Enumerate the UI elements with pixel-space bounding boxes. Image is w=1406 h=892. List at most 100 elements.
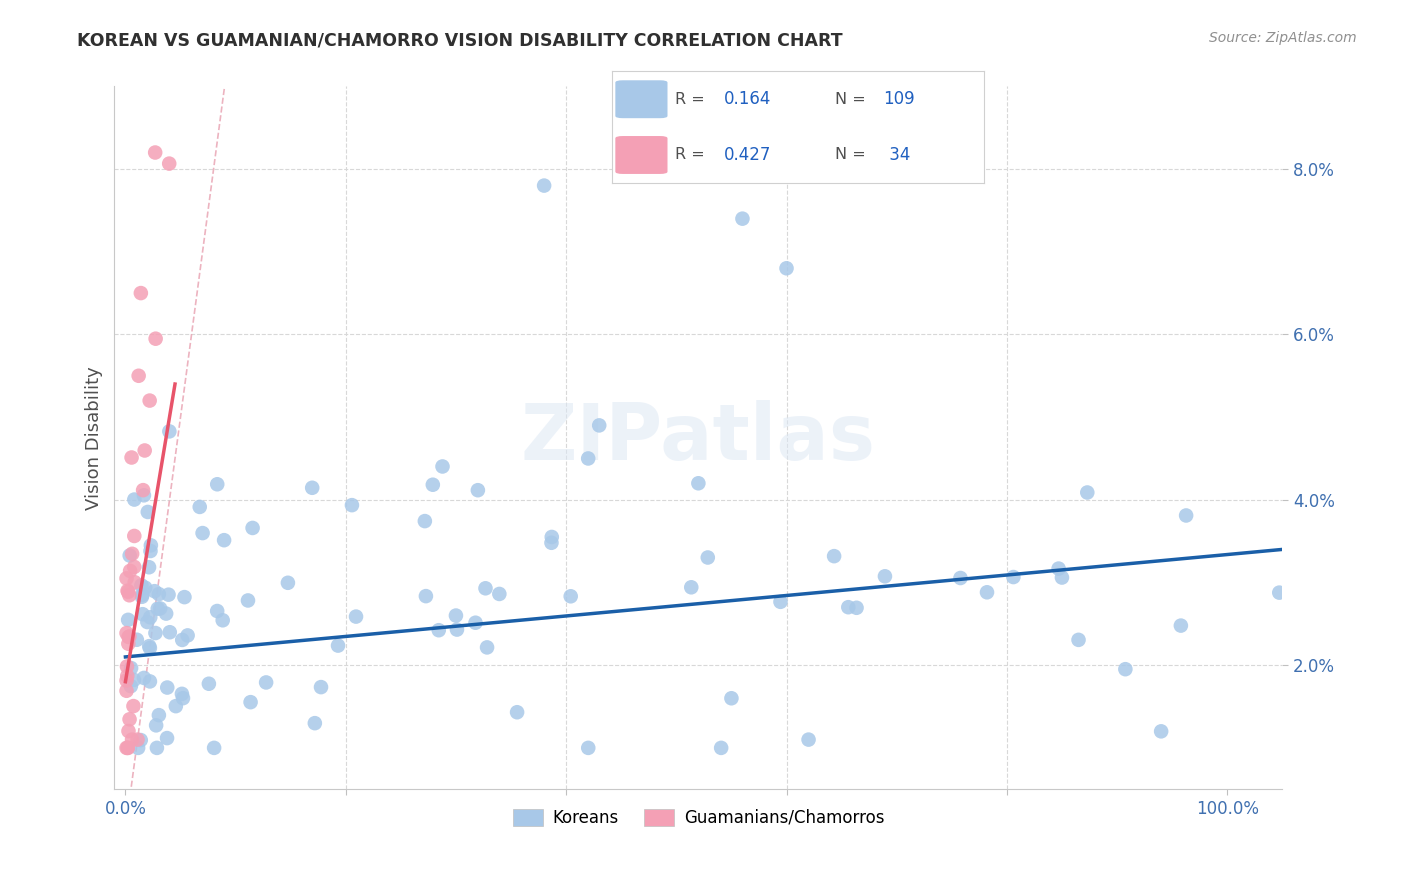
Text: Source: ZipAtlas.com: Source: ZipAtlas.com [1209, 31, 1357, 45]
Point [172, 632, 194, 647]
Point [117, 740, 139, 755]
Point [115, 659, 138, 673]
Point [949, 571, 972, 585]
Point [132, 483, 155, 497]
Point [254, 675, 277, 690]
Point [976, 585, 998, 599]
Point [156, 731, 179, 745]
Point [823, 549, 845, 563]
Point [488, 587, 510, 601]
Point [117, 585, 139, 599]
Point [125, 632, 148, 647]
Point [118, 712, 141, 726]
Point [118, 630, 141, 644]
Point [446, 623, 468, 637]
Point [145, 626, 167, 640]
Point [127, 740, 149, 755]
Text: N =: N = [835, 147, 872, 162]
Point [136, 615, 159, 629]
Point [173, 590, 195, 604]
Point [576, 451, 599, 466]
Point [139, 610, 162, 624]
Point [122, 673, 145, 687]
Point [121, 547, 143, 561]
Point [172, 691, 194, 706]
Point [188, 500, 211, 514]
Point [239, 695, 262, 709]
Point [117, 724, 139, 739]
Point [124, 492, 146, 507]
Point [309, 680, 332, 694]
Point [139, 538, 162, 552]
Point [145, 332, 167, 346]
Point [117, 583, 139, 598]
FancyBboxPatch shape [616, 136, 668, 174]
Point [1002, 570, 1025, 584]
Point [157, 425, 180, 439]
Point [138, 393, 160, 408]
Point [122, 699, 145, 714]
Y-axis label: Vision Disability: Vision Disability [86, 366, 103, 509]
Text: 109: 109 [883, 90, 915, 108]
Point [326, 639, 349, 653]
Point [155, 607, 177, 621]
Text: 0.164: 0.164 [723, 90, 770, 108]
Point [145, 718, 167, 732]
Point [797, 732, 820, 747]
Point [118, 588, 141, 602]
Point [117, 740, 139, 755]
Point [146, 740, 169, 755]
Point [143, 145, 166, 160]
Point [236, 593, 259, 607]
Point [1050, 570, 1073, 584]
Legend: Koreans, Guamanians/Chamorros: Koreans, Guamanians/Chamorros [506, 802, 891, 834]
Point [134, 443, 156, 458]
Point [344, 609, 367, 624]
Point [138, 560, 160, 574]
Point [681, 580, 703, 594]
Point [576, 740, 599, 755]
Point [845, 600, 868, 615]
Point [122, 560, 145, 574]
Point [211, 613, 233, 627]
Point [115, 673, 138, 688]
Point [731, 211, 754, 226]
Point [467, 483, 489, 498]
Point [301, 481, 323, 495]
Point [132, 488, 155, 502]
Point [588, 418, 610, 433]
Point [769, 595, 792, 609]
Point [131, 590, 153, 604]
Point [340, 498, 363, 512]
Point [304, 716, 326, 731]
Point [1175, 508, 1198, 523]
Point [115, 626, 138, 640]
Point [136, 505, 159, 519]
Point [120, 679, 142, 693]
Text: KOREAN VS GUAMANIAN/CHAMORRO VISION DISABILITY CORRELATION CHART: KOREAN VS GUAMANIAN/CHAMORRO VISION DISA… [77, 31, 844, 49]
Point [115, 571, 138, 585]
Point [1076, 485, 1098, 500]
Point [475, 640, 498, 655]
Point [560, 589, 582, 603]
Point [207, 477, 229, 491]
Point [1067, 632, 1090, 647]
FancyBboxPatch shape [616, 80, 668, 119]
Text: R =: R = [675, 92, 710, 107]
Point [159, 625, 181, 640]
Point [170, 687, 193, 701]
Point [1170, 618, 1192, 632]
Point [127, 732, 149, 747]
Point [242, 521, 264, 535]
Point [124, 529, 146, 543]
Point [474, 582, 496, 596]
Point [165, 699, 187, 714]
Text: 34: 34 [883, 146, 910, 164]
Point [139, 641, 162, 656]
Point [191, 526, 214, 541]
Text: R =: R = [675, 147, 710, 162]
Point [533, 178, 555, 193]
Point [464, 615, 486, 630]
Point [540, 530, 562, 544]
Point [121, 732, 143, 747]
